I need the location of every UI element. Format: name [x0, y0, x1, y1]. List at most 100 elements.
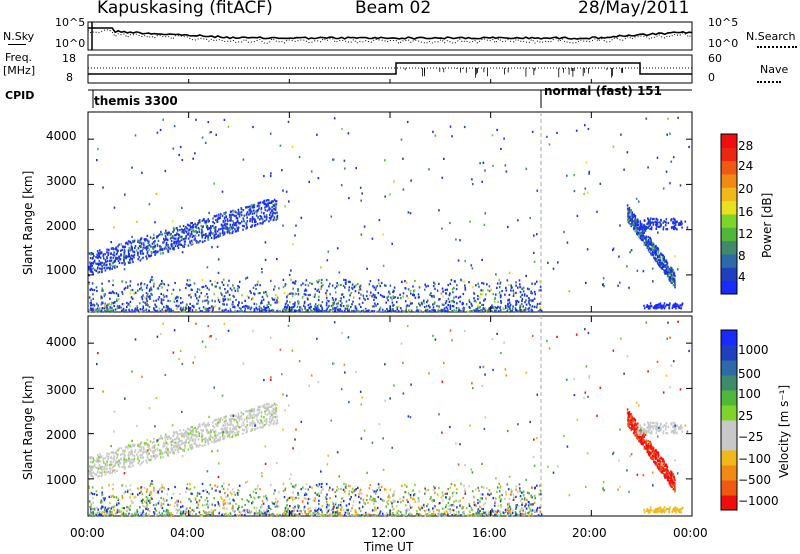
power-cell — [118, 243, 120, 246]
power-cell — [674, 223, 677, 226]
power-cell — [107, 266, 110, 269]
velocity-cell — [440, 496, 443, 499]
power-cell — [167, 284, 170, 287]
power-cell — [208, 288, 210, 291]
power-cell — [326, 259, 329, 262]
power-cell — [405, 306, 407, 309]
velocity-cell — [406, 508, 409, 511]
power-cell — [496, 307, 499, 310]
power-cell — [488, 285, 491, 288]
power-cell — [258, 204, 261, 207]
power-cell — [167, 244, 169, 247]
power-cell — [104, 310, 106, 313]
power-cell — [515, 303, 517, 306]
velocity-cell — [284, 487, 287, 490]
power-cell — [402, 157, 404, 160]
velocity-cell — [496, 486, 499, 489]
velocity-cell — [198, 492, 201, 495]
power-cell — [510, 289, 512, 292]
power-cell — [500, 300, 502, 303]
nave-tick-low: 0 — [708, 71, 715, 84]
power-cell — [321, 301, 324, 304]
power-cell — [653, 256, 655, 259]
power-cell — [652, 243, 655, 246]
power-cell — [674, 255, 676, 258]
velocity-cell — [223, 499, 226, 502]
power-cell — [359, 288, 361, 291]
velocity-cell — [157, 502, 160, 505]
power-cell — [669, 182, 671, 185]
velocity-cell — [492, 510, 494, 513]
power-cell — [194, 230, 197, 233]
power-cell — [99, 267, 101, 270]
power-cell — [250, 291, 252, 295]
power-cell — [209, 234, 211, 237]
velocity-cell — [117, 449, 119, 452]
velocity-cell — [464, 492, 467, 495]
power-cell — [320, 287, 322, 290]
power-cell — [389, 193, 391, 196]
power-cell — [108, 302, 110, 306]
power-cell — [404, 287, 406, 290]
power-cell — [528, 310, 530, 313]
velocity-cell — [530, 503, 532, 506]
velocity-cell — [139, 445, 142, 448]
power-cell — [659, 302, 662, 306]
power-cell — [191, 235, 194, 238]
velocity-cell — [354, 511, 357, 514]
velocity-cell — [106, 510, 109, 513]
velocity-cell — [245, 426, 248, 429]
power-cell — [670, 160, 673, 163]
power-cell — [510, 286, 513, 289]
velocity-cell — [135, 513, 137, 516]
power-cell — [411, 309, 413, 312]
power-cell — [666, 228, 669, 231]
power-cell — [371, 237, 374, 240]
power-cell — [91, 304, 93, 307]
power-cell — [150, 251, 152, 254]
velocity-cell — [331, 488, 334, 491]
power-cell — [99, 249, 101, 252]
velocity-cell — [111, 514, 114, 517]
power-cell — [328, 304, 330, 307]
power-cell — [412, 285, 414, 288]
power-cell — [642, 229, 645, 232]
power-cell — [207, 121, 210, 124]
power-cell — [185, 286, 187, 290]
power-cell — [473, 292, 476, 295]
power-cell — [268, 220, 270, 223]
power-cell — [674, 302, 677, 305]
power-cell — [173, 229, 175, 232]
power-cell — [88, 252, 91, 255]
power-cell — [276, 309, 278, 313]
power-cell — [189, 235, 191, 238]
power-cell — [207, 228, 209, 231]
power-cell — [172, 147, 175, 150]
power-cell — [140, 286, 142, 289]
velocity-cell — [255, 510, 258, 513]
velocity-cell — [540, 493, 542, 496]
power-cell — [659, 256, 662, 259]
power-cell — [651, 248, 653, 251]
velocity-cell — [516, 514, 518, 517]
power-cell — [218, 308, 220, 311]
power-cell — [126, 301, 128, 305]
power-cell — [637, 232, 639, 235]
velocity-cell — [318, 494, 321, 497]
power-cell — [229, 226, 231, 229]
power-cell — [573, 190, 576, 193]
power-cell — [123, 251, 125, 254]
power-cell — [194, 225, 197, 228]
power-cell — [160, 301, 163, 304]
power-cell — [658, 303, 660, 306]
power-cell — [527, 308, 529, 311]
power-cell — [162, 252, 164, 255]
velocity-cell — [353, 500, 355, 503]
power-cell — [287, 293, 289, 296]
power-cell — [97, 271, 99, 274]
power-cell — [495, 306, 498, 309]
velocity-cell — [331, 501, 334, 504]
velocity-cell — [432, 489, 435, 492]
power-cell — [400, 309, 403, 312]
velocity-cell — [455, 499, 457, 502]
